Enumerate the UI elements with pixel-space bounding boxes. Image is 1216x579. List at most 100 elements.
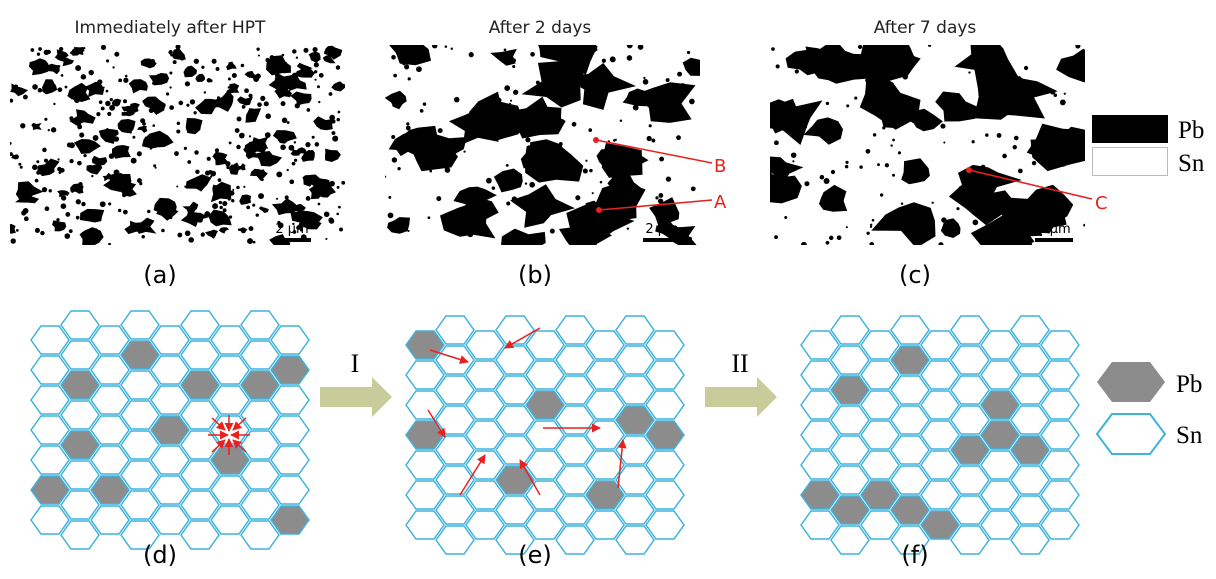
speck — [278, 139, 280, 141]
speck — [647, 136, 652, 141]
speck — [501, 177, 505, 181]
hex-cell — [981, 511, 1019, 539]
annotation: C — [1095, 193, 1108, 214]
speck — [504, 49, 507, 52]
speck — [1002, 154, 1007, 159]
speck — [870, 224, 872, 226]
speck — [489, 98, 493, 102]
hex-cell — [801, 331, 839, 359]
hex-cell — [181, 491, 219, 519]
legend-label: Pb — [1178, 117, 1204, 144]
hex-cell — [556, 526, 594, 554]
hex-cell — [1011, 526, 1049, 554]
grain — [112, 145, 131, 159]
hex-cell — [271, 386, 309, 414]
speck — [212, 203, 218, 209]
speck — [225, 161, 230, 166]
grain — [501, 229, 546, 261]
speck — [156, 74, 162, 80]
hex-cell — [921, 391, 959, 419]
speck — [116, 102, 118, 104]
speck — [981, 105, 986, 110]
speck — [166, 92, 169, 95]
speck — [529, 160, 532, 163]
grain — [3, 224, 16, 234]
speck — [423, 102, 426, 105]
speck — [1032, 161, 1036, 165]
annotation-dot — [966, 167, 972, 173]
hex-cell — [31, 446, 69, 474]
speck — [495, 111, 501, 117]
speck — [253, 241, 256, 244]
hex-cell — [241, 461, 279, 489]
speck — [312, 194, 315, 197]
hex-cell — [121, 311, 159, 339]
speck — [118, 78, 122, 82]
speck — [249, 99, 251, 101]
hex-cell — [951, 496, 989, 524]
speck — [201, 232, 205, 236]
hex-cell — [586, 421, 624, 449]
speck — [559, 142, 563, 146]
speck — [560, 206, 564, 210]
hex-cell — [241, 491, 279, 519]
grain — [52, 220, 66, 231]
speck — [506, 201, 510, 205]
speck — [1024, 200, 1030, 206]
hex-cell — [616, 466, 654, 494]
speck — [280, 144, 286, 150]
speck — [187, 160, 191, 164]
panel-label: (f) — [901, 541, 928, 569]
speck — [262, 169, 265, 172]
speck — [638, 44, 644, 50]
hex-cell — [981, 361, 1019, 389]
hex-cell — [61, 461, 99, 489]
speck — [248, 94, 252, 98]
hex-cell — [831, 436, 869, 464]
speck — [336, 118, 340, 122]
hex-cell — [496, 376, 534, 404]
speck — [61, 195, 66, 200]
hex-cell — [466, 481, 504, 509]
speck — [408, 77, 411, 80]
speck — [589, 169, 592, 172]
speck — [343, 84, 345, 86]
speck — [314, 62, 319, 67]
speck — [898, 151, 901, 154]
hex-cell — [1011, 466, 1049, 494]
hex-cell — [1011, 376, 1049, 404]
speck — [109, 179, 114, 184]
annotation: B — [714, 156, 726, 177]
speck — [572, 122, 577, 127]
speck — [282, 63, 284, 65]
speck — [407, 230, 409, 232]
hex-cell — [181, 521, 219, 549]
speck — [513, 90, 518, 95]
speck — [83, 47, 85, 49]
speck — [454, 97, 460, 103]
speck — [282, 133, 285, 136]
grain — [683, 58, 713, 76]
speck — [1028, 243, 1033, 248]
speck — [331, 131, 335, 135]
speck — [175, 44, 180, 49]
speck — [64, 58, 67, 61]
speck — [480, 108, 485, 113]
speck — [229, 190, 234, 195]
grain — [576, 228, 597, 254]
hex-cell — [496, 346, 534, 374]
speck — [20, 166, 23, 169]
grain — [387, 217, 410, 234]
hex-cell — [436, 316, 474, 344]
speck — [153, 164, 156, 167]
scale-label: 2 µm — [645, 222, 678, 237]
speck — [169, 105, 174, 110]
speck — [655, 196, 658, 199]
speck — [1064, 129, 1067, 132]
legend-label: Pb — [1176, 371, 1202, 398]
speck — [404, 64, 409, 69]
speck — [212, 211, 217, 216]
hex-cell — [831, 406, 869, 434]
speck — [23, 208, 29, 214]
speck — [997, 133, 1002, 138]
